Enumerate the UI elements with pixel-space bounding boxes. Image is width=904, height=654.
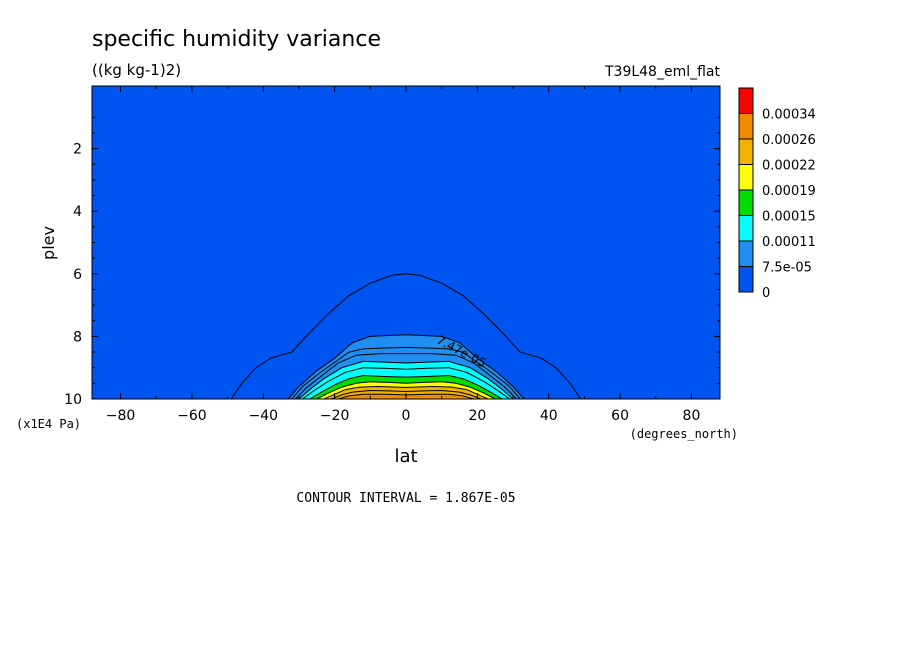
colorbar-label-8: 0.00034 [762, 108, 816, 123]
colorbar-label-2: 7.5e-05 [762, 261, 812, 276]
colorbar-label-1: 0 [762, 286, 770, 301]
contour-interval-note: CONTOUR INTERVAL = 1.867E-05 [296, 491, 515, 506]
plot-area: 7.47e-05 [91, 85, 721, 400]
colorbar-swatch-6 [738, 138, 754, 165]
y-axis-units: (x1E4 Pa) [16, 417, 81, 431]
x-tick-label: −80 [106, 408, 136, 424]
colorbar-swatch-4 [738, 189, 754, 216]
colorbar-swatch-5 [738, 164, 754, 191]
contour-line-8 [316, 381, 496, 400]
colorbar-label-3: 0.00011 [762, 235, 816, 250]
x-tick-label: 20 [468, 408, 486, 424]
contour-line-6 [302, 367, 510, 400]
x-axis-label: lat [394, 446, 417, 467]
x-tick-label: 0 [402, 408, 411, 424]
colorbar-swatch-3 [738, 215, 754, 242]
chart-units: ((kg kg-1)2) [92, 61, 181, 79]
y-tick-labels: 2 4 6 8 10 [64, 142, 82, 408]
colorbar-swatch-8 [738, 87, 754, 114]
contour-lines [230, 273, 582, 400]
colorbar-label-4: 0.00015 [762, 210, 816, 225]
axis-ticks [92, 86, 720, 400]
y-tick-label: 2 [73, 142, 82, 158]
colorbar-label-6: 0.00022 [762, 159, 816, 174]
x-tick-labels: −80 −60 −40 −20 0 20 40 60 80 [106, 408, 701, 424]
y-axis-label: plev [39, 226, 58, 260]
contour-line-3 [291, 346, 521, 400]
x-tick-label: 60 [611, 408, 629, 424]
colorbar-label-5: 0.00019 [762, 184, 816, 199]
contour-line-9 [323, 385, 489, 400]
colorbar-label-7: 0.00026 [762, 133, 816, 148]
y-tick-label: 4 [73, 204, 82, 220]
x-tick-label: −60 [177, 408, 207, 424]
contour-line-10 [330, 389, 482, 400]
y-tick-label: 10 [64, 392, 82, 408]
x-tick-label: −20 [320, 408, 350, 424]
x-tick-label: 40 [540, 408, 558, 424]
y-tick-label: 8 [73, 329, 82, 345]
contour-line-2 [287, 334, 525, 400]
x-tick-label: −40 [248, 408, 278, 424]
colorbar: 0 7.5e-05 0.00011 0.00015 0.00019 0.00022 0.00… [738, 87, 816, 301]
x-tick-label: 80 [683, 408, 701, 424]
contour-line-7 [309, 374, 503, 400]
x-axis-units: (degrees_north) [630, 427, 738, 441]
contour-line-5 [298, 360, 514, 400]
contour-line-4 [295, 353, 517, 400]
colorbar-swatch-2 [738, 240, 754, 267]
colorbar-swatch-7 [738, 113, 754, 140]
contour-line-1 [230, 273, 582, 400]
chart-title: specific humidity variance [92, 27, 381, 52]
dataset-label: T39L48_eml_flat [604, 64, 721, 80]
y-tick-label: 6 [73, 267, 82, 283]
colorbar-swatch-1 [738, 266, 754, 293]
